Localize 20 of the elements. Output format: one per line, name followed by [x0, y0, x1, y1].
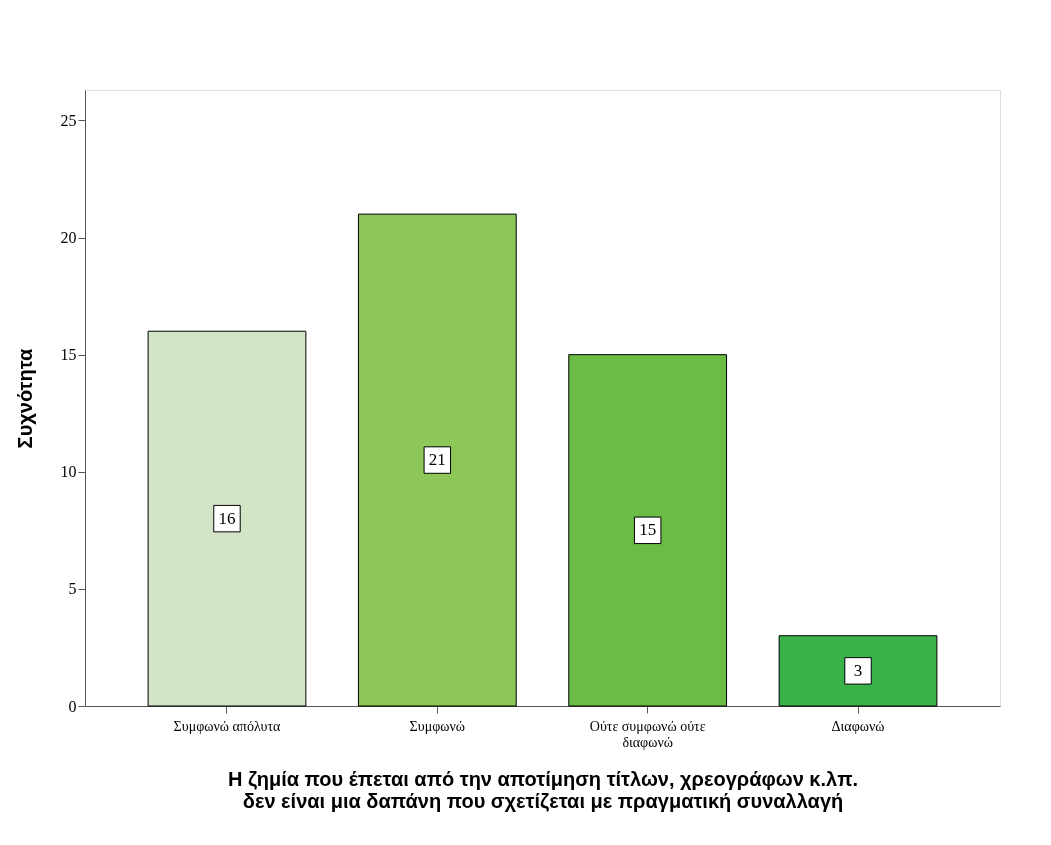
- y-axis-title: Συχνότητα: [13, 347, 36, 449]
- y-tick-label: 15: [60, 346, 77, 364]
- y-tick-label: 0: [68, 697, 77, 715]
- x-tick-label: Ούτε συμφωνώ ούτε διαφωνώ: [589, 718, 706, 750]
- x-tick-label: Συμφωνώ: [409, 718, 466, 734]
- x-tick-label: Διαφωνώ: [831, 718, 885, 734]
- bar: [568, 354, 728, 707]
- y-tick-label: 10: [60, 463, 77, 481]
- x-axis-title: Η ζημία που έπεται από την αποτίμηση τίτλων, χρεογράφων κ.λπ. δεν είναι μια δαπάνη που σχετίζεται με πραγματική συναλλαγή: [227, 767, 859, 812]
- bar: [778, 635, 938, 707]
- bar: [147, 330, 307, 707]
- y-tick-label: 25: [60, 111, 77, 129]
- data-label: 21: [428, 450, 446, 470]
- data-label: 16: [218, 508, 236, 528]
- y-tick-label: 20: [60, 229, 77, 247]
- y-tick-label: 5: [68, 580, 77, 598]
- bar: [357, 213, 517, 707]
- data-label: 3: [853, 660, 863, 680]
- data-label: 15: [639, 520, 657, 540]
- x-tick-label: Συμφωνώ απόλυτα: [173, 718, 282, 734]
